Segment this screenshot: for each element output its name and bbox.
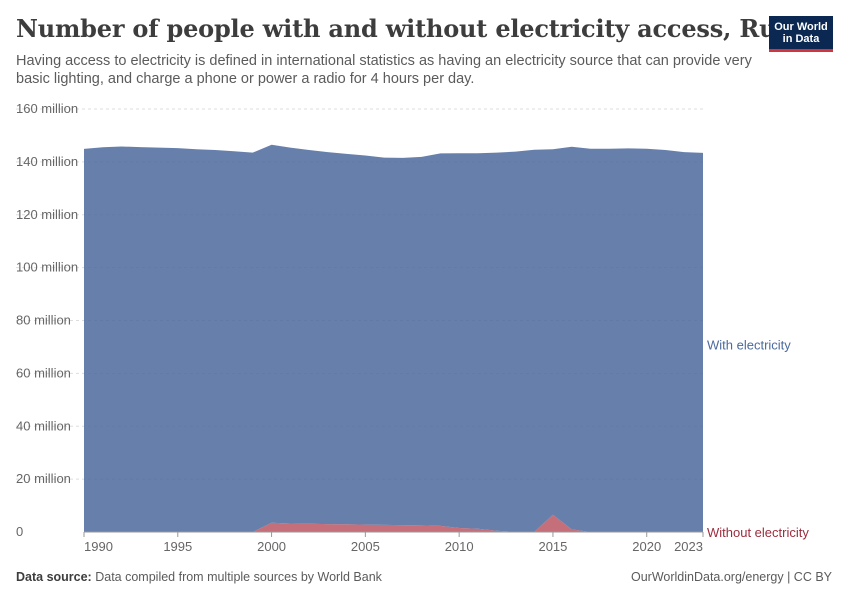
data-source: Data source: Data compiled from multiple… (16, 570, 382, 584)
chart-title: Number of people with and without electr… (16, 14, 828, 43)
y-tick-label: 80 million (16, 313, 71, 328)
x-tick-label: 2005 (351, 539, 380, 554)
y-tick-label: 120 million (16, 207, 78, 222)
chart-subtitle: Having access to electricity is defined … (16, 53, 752, 87)
credit-link[interactable]: OurWorldinData.org/energy | CC BY (630, 570, 832, 584)
series-label-without-electricity: Without electricity (707, 525, 809, 540)
x-tick-label: 2015 (538, 539, 567, 554)
y-tick-label: 0 (16, 524, 23, 539)
area-series (84, 144, 703, 532)
area-without (84, 514, 703, 532)
area-with (84, 144, 703, 532)
x-tick-label: 1990 (84, 539, 113, 554)
x-axis-ticks: 1990 1995 2000 2005 2010 2015 2020 2023 (83, 531, 704, 554)
x-tick-label: 2020 (632, 539, 661, 554)
y-tick-label: 140 million (16, 154, 78, 169)
data-source-text[interactable]: Data compiled from multiple sources by W… (95, 570, 382, 584)
series-labels: With electricity Without electricity (707, 337, 809, 540)
x-tick-label: 2010 (445, 539, 474, 554)
y-tick-label: 20 million (16, 471, 71, 486)
logo-line-2: in Data (782, 33, 820, 45)
data-source-label: Data source: (16, 570, 92, 584)
y-tick-label: 160 million (16, 101, 78, 116)
x-tick-label: 2000 (257, 539, 286, 554)
y-tick-label: 40 million (16, 418, 71, 433)
owid-logo[interactable]: Our World in Data (769, 16, 833, 52)
logo-line-1: Our World (774, 21, 828, 33)
y-tick-label: 100 million (16, 260, 78, 275)
y-tick-label: 60 million (16, 365, 71, 380)
x-tick-label: 1995 (163, 539, 192, 554)
y-axis-ticks: 0 20 million 40 million 60 million 80 millio… (16, 101, 78, 539)
series-label-with-electricity: With electricity (707, 337, 791, 352)
x-tick-label: 2023 (674, 539, 703, 554)
